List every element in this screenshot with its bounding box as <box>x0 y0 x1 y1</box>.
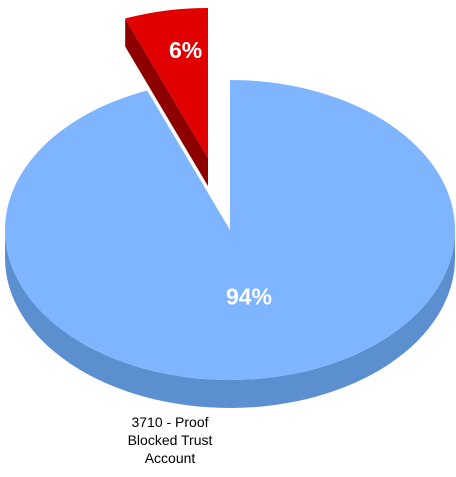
pie-slice-edge-1 <box>125 18 208 187</box>
slice-annotation: 3710 - Proof Blocked Trust Account <box>127 414 213 466</box>
pie-slice-label-0: 94% <box>226 283 272 309</box>
pie-slice-0 <box>4 80 455 380</box>
pie-slice-1 <box>125 7 208 158</box>
pie-slice-label-1: 6% <box>169 37 202 63</box>
pie-slice-side-0 <box>5 230 455 408</box>
pie-labels: 94% 6% <box>169 37 272 309</box>
pie-sides <box>5 18 455 408</box>
pie-tops <box>4 7 455 380</box>
